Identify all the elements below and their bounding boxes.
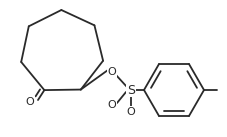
Text: O: O: [26, 97, 34, 107]
Text: O: O: [108, 67, 116, 77]
Text: O: O: [127, 107, 135, 117]
Text: S: S: [127, 83, 135, 96]
Text: O: O: [108, 100, 116, 110]
